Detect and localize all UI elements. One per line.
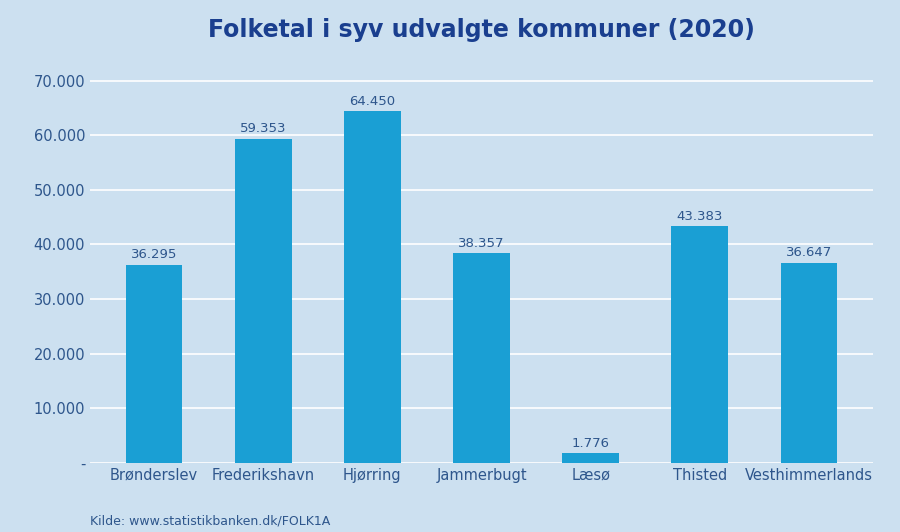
Bar bbox=[671, 226, 728, 463]
Bar bbox=[126, 264, 183, 463]
Bar bbox=[453, 253, 510, 463]
Text: 64.450: 64.450 bbox=[349, 95, 395, 107]
Text: Kilde: www.statistikbanken.dk/FOLK1A: Kilde: www.statistikbanken.dk/FOLK1A bbox=[90, 514, 330, 527]
Text: 43.383: 43.383 bbox=[677, 210, 723, 222]
Bar bbox=[780, 263, 837, 463]
Text: 36.295: 36.295 bbox=[130, 248, 177, 261]
Bar bbox=[562, 453, 619, 463]
Text: 1.776: 1.776 bbox=[572, 437, 609, 450]
Text: 59.353: 59.353 bbox=[240, 122, 286, 135]
Text: 36.647: 36.647 bbox=[786, 246, 833, 260]
Bar bbox=[344, 111, 400, 463]
Text: 38.357: 38.357 bbox=[458, 237, 505, 250]
Bar bbox=[235, 139, 292, 463]
Title: Folketal i syv udvalgte kommuner (2020): Folketal i syv udvalgte kommuner (2020) bbox=[208, 18, 755, 41]
